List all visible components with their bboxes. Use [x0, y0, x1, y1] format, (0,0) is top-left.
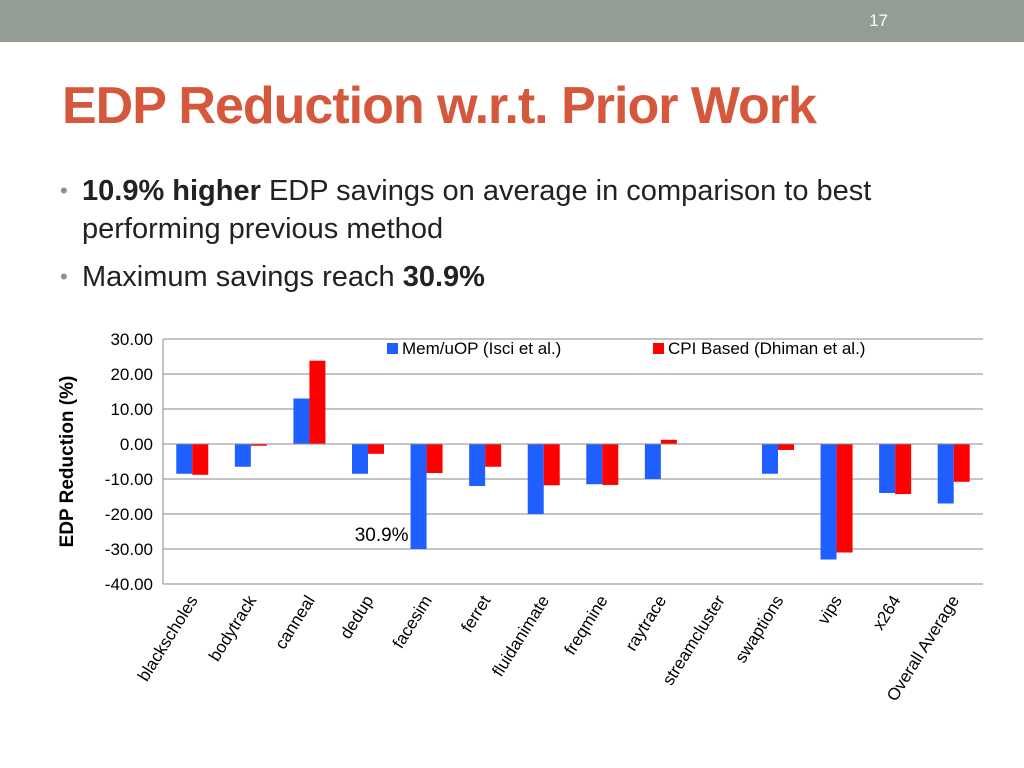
y-tick-label: 0.00 — [120, 435, 153, 454]
x-tick-label: blackscholes — [134, 592, 202, 685]
bar-mem-uop — [937, 444, 954, 504]
bar-mem-uop — [469, 444, 486, 486]
x-tick-label: canneal — [271, 592, 319, 653]
slide-header-bar: 17 — [0, 0, 1024, 42]
bar-cpi-based — [368, 444, 384, 454]
legend-label: Mem/uOP (Isci et al.) — [402, 339, 561, 358]
x-tick-label: streamcluster — [659, 592, 729, 689]
bullet-item: • 10.9% higher EDP savings on average in… — [60, 172, 980, 248]
x-tick-label: dedup — [336, 592, 377, 642]
bar-mem-uop — [293, 398, 310, 444]
y-tick-label: -10.00 — [105, 470, 153, 489]
y-axis-title: EDP Reduction (%) — [57, 376, 78, 548]
bullet-text: EDP savings on average in comparison to … — [82, 175, 872, 245]
edp-reduction-chart: 30.00 20.00 10.00 0.00 -10.00 -20.00 -30.00 -40… — [57, 330, 983, 704]
bar-cpi-based — [660, 439, 677, 444]
y-tick-label: 10.00 — [110, 400, 153, 419]
bar-mem-uop — [879, 444, 896, 493]
bar-mem-uop — [410, 444, 427, 549]
x-tick-label: x264 — [869, 592, 905, 633]
bar-mem-uop — [527, 444, 544, 514]
bar-cpi-based — [953, 444, 970, 482]
bullet-item: • Maximum savings reach 30.9% — [60, 258, 980, 296]
x-tick-label: fluidanimate — [488, 592, 553, 680]
bar-mem-uop — [234, 444, 251, 467]
bullet-dot-icon: • — [60, 264, 68, 289]
bar-cpi-based — [485, 444, 502, 467]
bullet-text: Maximum savings reach — [82, 261, 403, 293]
bar-mem-uop — [176, 444, 193, 474]
x-tick-label: raytrace — [622, 592, 671, 654]
bullet-dot-icon: • — [60, 178, 68, 203]
data-annotation: 30.9% — [355, 525, 409, 546]
x-tick-label: freqmine — [561, 592, 612, 658]
y-tick-label: -40.00 — [105, 575, 153, 594]
bar-cpi-based — [895, 444, 912, 495]
y-tick-label: 20.00 — [110, 365, 153, 384]
bar-cpi-based — [543, 444, 560, 486]
bullet-list: • 10.9% higher EDP savings on average in… — [60, 172, 980, 306]
y-tick-label: 30.00 — [110, 330, 153, 349]
bar-cpi-based — [250, 444, 267, 446]
bar-mem-uop — [352, 444, 368, 474]
bar-cpi-based — [309, 360, 326, 444]
x-tick-label: facesim — [389, 592, 436, 652]
bullet-emphasis: 10.9% higher — [82, 175, 261, 207]
legend-swatch — [387, 343, 398, 354]
slide-number: 17 — [869, 11, 888, 30]
bullet-emphasis: 30.9% — [402, 261, 485, 293]
bar-mem-uop — [762, 444, 778, 474]
slide-title: EDP Reduction w.r.t. Prior Work — [62, 77, 817, 135]
bar-mem-uop — [820, 444, 837, 560]
bar-cpi-based — [836, 444, 853, 553]
bar-cpi-based — [426, 444, 443, 474]
x-tick-label: swaptions — [731, 592, 787, 666]
x-tick-label: vips — [814, 592, 846, 628]
legend-label: CPI Based (Dhiman et al.) — [668, 339, 865, 358]
x-tick-label: bodytrack — [205, 592, 260, 665]
bar-cpi-based — [778, 444, 794, 450]
bar-cpi-based — [602, 444, 619, 485]
y-tick-label: -20.00 — [105, 505, 153, 524]
x-tick-label: ferret — [457, 592, 494, 636]
bar-mem-uop — [644, 444, 661, 479]
bar-mem-uop — [586, 444, 603, 485]
y-tick-label: -30.00 — [105, 540, 153, 559]
legend-swatch — [653, 343, 664, 354]
bar-cpi-based — [192, 444, 209, 475]
